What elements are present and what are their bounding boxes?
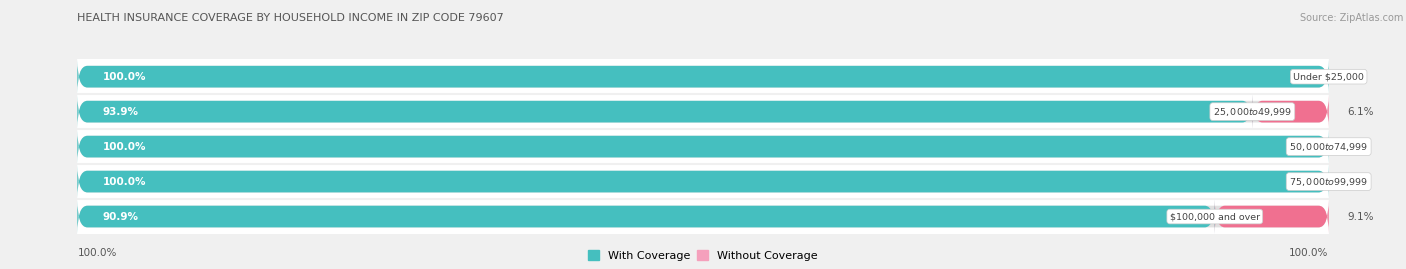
FancyBboxPatch shape [77, 164, 1329, 199]
Legend: With Coverage, Without Coverage: With Coverage, Without Coverage [588, 250, 818, 261]
FancyBboxPatch shape [1253, 94, 1329, 129]
Text: 100.0%: 100.0% [103, 176, 146, 187]
Text: 0.0%: 0.0% [1303, 72, 1330, 82]
Text: $100,000 and over: $100,000 and over [1170, 212, 1260, 221]
FancyBboxPatch shape [1215, 199, 1329, 234]
FancyBboxPatch shape [77, 94, 1253, 129]
Text: 0.0%: 0.0% [1303, 141, 1330, 152]
Text: 6.1%: 6.1% [1347, 107, 1374, 117]
FancyBboxPatch shape [77, 164, 1329, 199]
FancyBboxPatch shape [77, 59, 1329, 94]
FancyBboxPatch shape [77, 199, 1329, 234]
Text: HEALTH INSURANCE COVERAGE BY HOUSEHOLD INCOME IN ZIP CODE 79607: HEALTH INSURANCE COVERAGE BY HOUSEHOLD I… [77, 13, 505, 23]
FancyBboxPatch shape [77, 59, 1329, 94]
Text: 100.0%: 100.0% [103, 72, 146, 82]
Text: 0.0%: 0.0% [1303, 176, 1330, 187]
FancyBboxPatch shape [77, 94, 1329, 129]
FancyBboxPatch shape [77, 199, 1329, 234]
FancyBboxPatch shape [77, 129, 1329, 164]
Text: $50,000 to $74,999: $50,000 to $74,999 [1289, 141, 1368, 153]
Text: 93.9%: 93.9% [103, 107, 138, 117]
Text: Source: ZipAtlas.com: Source: ZipAtlas.com [1299, 13, 1403, 23]
Text: $75,000 to $99,999: $75,000 to $99,999 [1289, 176, 1368, 187]
Text: 90.9%: 90.9% [103, 211, 138, 222]
FancyBboxPatch shape [77, 59, 1329, 94]
FancyBboxPatch shape [77, 129, 1329, 164]
Text: 100.0%: 100.0% [1289, 248, 1329, 258]
FancyBboxPatch shape [77, 199, 1215, 234]
Text: 9.1%: 9.1% [1347, 211, 1374, 222]
FancyBboxPatch shape [77, 129, 1329, 164]
Text: 100.0%: 100.0% [103, 141, 146, 152]
FancyBboxPatch shape [77, 164, 1329, 199]
Text: $25,000 to $49,999: $25,000 to $49,999 [1213, 106, 1292, 118]
Text: 100.0%: 100.0% [77, 248, 117, 258]
FancyBboxPatch shape [77, 94, 1329, 129]
Text: Under $25,000: Under $25,000 [1294, 72, 1364, 81]
